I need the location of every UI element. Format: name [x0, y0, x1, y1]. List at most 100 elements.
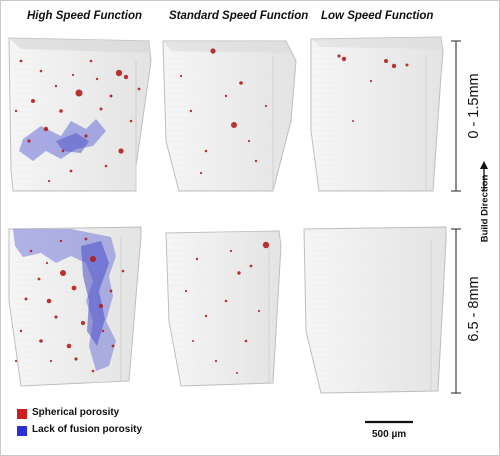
spherical-pore: [101, 329, 105, 333]
spherical-pore: [224, 299, 228, 303]
scale-bar-label: 500 µm: [372, 429, 407, 440]
sample-high-speed-0-1.5mm: [8, 37, 152, 192]
spherical-pore: [337, 54, 341, 58]
spherical-pore: [231, 122, 237, 128]
spherical-pore: [204, 314, 208, 318]
spherical-pore: [69, 169, 73, 173]
spherical-pore: [254, 159, 258, 163]
spherical-pore: [60, 270, 66, 276]
spherical-pore: [137, 87, 141, 91]
spherical-pore: [247, 139, 251, 143]
spherical-pore: [24, 297, 28, 301]
spherical-pore: [115, 69, 123, 77]
spherical-pore: [405, 63, 409, 67]
spherical-pore: [27, 139, 31, 143]
spherical-pore: [45, 261, 49, 265]
spherical-pore: [129, 119, 133, 123]
column-title-low-speed: Low Speed Function: [321, 10, 434, 22]
spherical-pore: [109, 289, 113, 293]
sample-standard-speed-6.5-8mm: [165, 230, 282, 387]
spherical-pore: [66, 343, 72, 349]
spherical-pore: [14, 109, 18, 113]
spherical-pore: [49, 359, 53, 363]
spherical-pore: [43, 126, 49, 132]
spherical-pore: [29, 249, 33, 253]
column-title-high-speed: High Speed Function: [27, 10, 142, 22]
row-bracket-top: [451, 40, 461, 192]
sample-low-speed-0-1.5mm: [310, 36, 444, 192]
spherical-pore: [99, 304, 103, 308]
spherical-pore: [104, 164, 108, 168]
spherical-pore: [121, 269, 125, 273]
column-title-standard-speed: Standard Speed Function: [169, 10, 309, 22]
spherical-pore: [239, 81, 243, 85]
spherical-pore: [123, 74, 129, 80]
legend-label: Lack of fusion porosity: [32, 424, 143, 435]
spherical-pore: [224, 94, 228, 98]
spherical-pore: [249, 264, 253, 268]
build-direction-arrow: [480, 161, 488, 191]
spherical-pore: [179, 74, 183, 78]
legend-swatch-red: [17, 409, 27, 419]
spherical-pore: [384, 59, 388, 63]
row-label-6.5-8mm: 6.5 - 8mm: [466, 276, 482, 342]
spherical-pore: [19, 59, 23, 63]
spherical-pore: [95, 77, 99, 81]
spherical-pore: [71, 73, 75, 77]
spherical-pore: [109, 94, 113, 98]
build-direction-label: Build Direction: [479, 174, 491, 243]
spherical-pore: [84, 237, 88, 241]
row-label-0-1.5mm: 0 - 1.5mm: [466, 73, 482, 139]
spherical-pore: [84, 134, 88, 138]
spherical-pore: [244, 339, 248, 343]
spherical-pore: [236, 372, 238, 374]
spherical-pore: [89, 59, 93, 63]
sample-low-speed-6.5-8mm: [303, 226, 447, 394]
spherical-pore: [192, 340, 194, 342]
spherical-pore: [74, 357, 78, 361]
spherical-pore: [111, 344, 115, 348]
spherical-pore: [214, 359, 218, 363]
spherical-pore: [352, 120, 354, 122]
spherical-pore: [47, 179, 51, 183]
spherical-pore: [14, 359, 18, 363]
spherical-pore: [39, 339, 43, 343]
spherical-pore: [195, 257, 199, 261]
spherical-pore: [46, 298, 52, 304]
spherical-pore: [391, 63, 397, 69]
spherical-pore: [39, 69, 43, 73]
spherical-pore: [37, 277, 41, 281]
spherical-pore: [59, 239, 63, 243]
spherical-pore: [257, 309, 261, 313]
sample-high-speed-6.5-8mm: [8, 226, 142, 387]
spherical-pore: [54, 84, 58, 88]
spherical-pore: [59, 109, 63, 113]
spherical-pore: [237, 271, 241, 275]
spherical-pore: [262, 241, 270, 249]
spherical-pore: [75, 89, 83, 97]
spherical-pore: [31, 99, 35, 103]
spherical-pore: [184, 289, 188, 293]
spherical-pore: [19, 329, 23, 333]
spherical-pore: [204, 149, 208, 153]
spherical-pore: [189, 109, 193, 113]
spherical-pore: [229, 249, 233, 253]
sample-standard-speed-0-1.5mm: [162, 40, 297, 192]
spherical-pore: [91, 369, 95, 373]
spherical-pore: [341, 56, 347, 62]
spherical-pore: [71, 285, 77, 291]
spherical-pore: [80, 320, 86, 326]
spherical-pore: [61, 149, 65, 153]
legend-swatch-blue: [17, 426, 27, 436]
spherical-pore: [54, 315, 58, 319]
spherical-pore: [210, 48, 216, 54]
spherical-pores: [14, 48, 409, 374]
spherical-pore: [99, 107, 103, 111]
spherical-pore: [264, 104, 268, 108]
spherical-pore: [199, 171, 203, 175]
spherical-pore: [369, 79, 373, 83]
spherical-pore: [118, 148, 124, 154]
spherical-pore: [90, 256, 96, 262]
